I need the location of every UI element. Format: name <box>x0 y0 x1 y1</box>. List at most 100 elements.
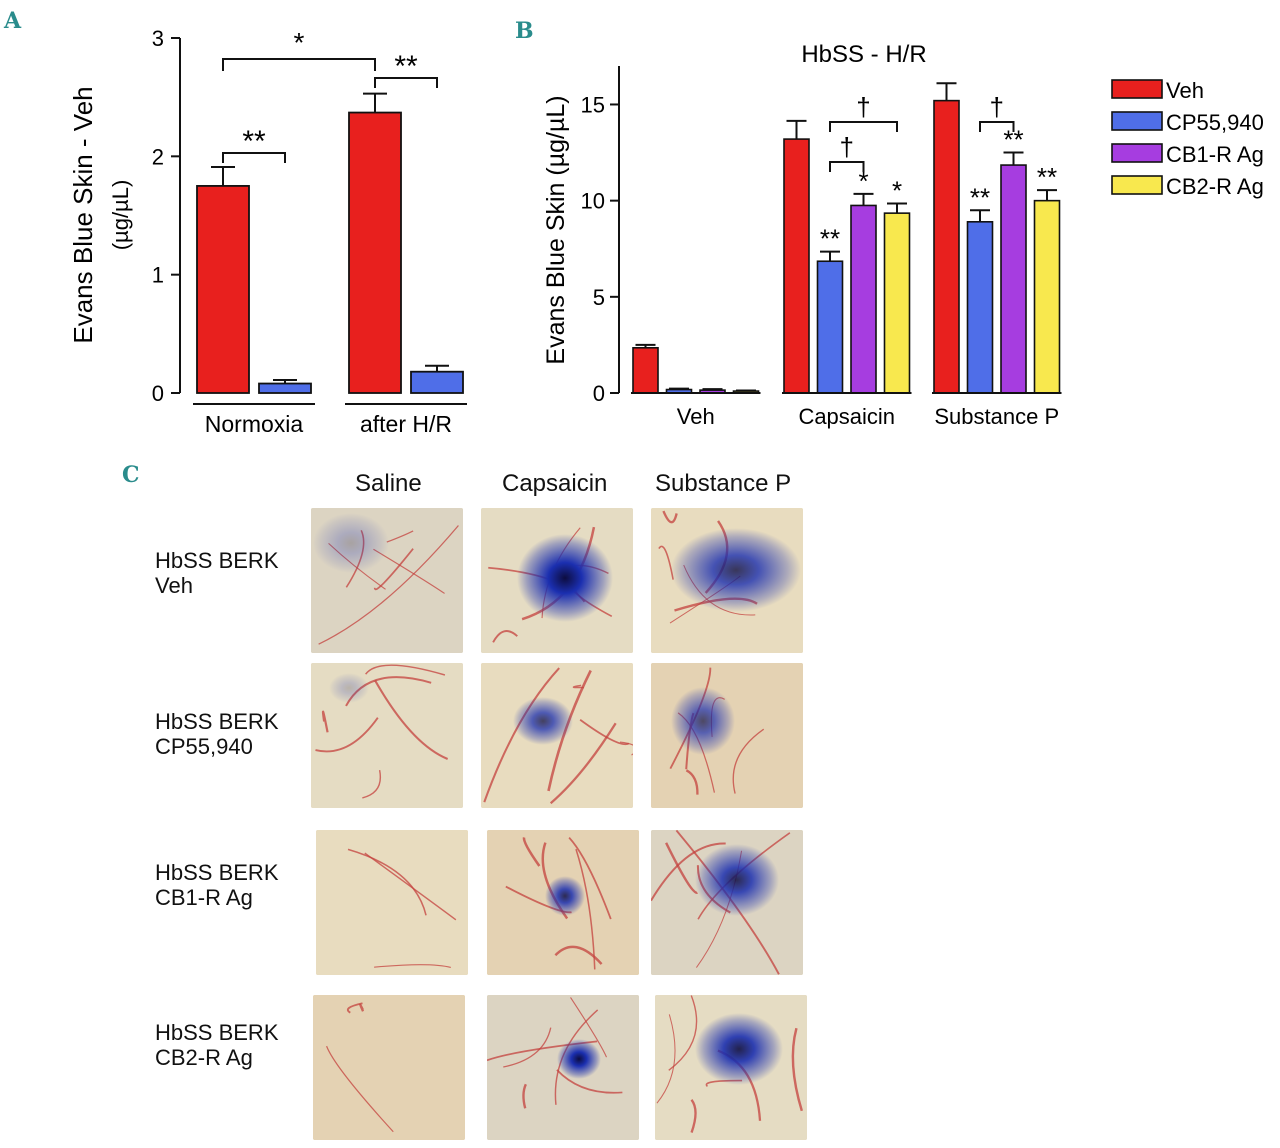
row-label-line2: CB1-R Ag <box>155 885 253 910</box>
row-label-veh: HbSS BERK Veh <box>155 548 279 598</box>
blood-vessel <box>386 530 414 543</box>
blood-vessel <box>570 997 608 1058</box>
bar-veh <box>196 185 250 394</box>
legend-swatch <box>1111 143 1163 163</box>
dye-spot <box>329 673 369 703</box>
skin-photo-image <box>487 995 639 1140</box>
skin-photo-row1-col2 <box>481 508 633 653</box>
skin-photo-row2-col2 <box>481 663 633 808</box>
dye-spot <box>557 1039 601 1079</box>
dagger-label: † <box>840 132 854 162</box>
significance-star: ** <box>1037 162 1057 192</box>
y-tick-label: 3 <box>152 26 164 51</box>
blood-vessel <box>685 769 699 795</box>
bar-cb1-r-ag <box>1000 164 1027 394</box>
blood-vessel <box>579 719 630 746</box>
bar-veh <box>632 346 659 394</box>
row-label-line2: Veh <box>155 573 193 598</box>
dye-spot <box>695 1013 783 1085</box>
blood-vessel <box>364 852 457 921</box>
y-tick-label: 10 <box>581 189 605 214</box>
dye-spot <box>671 528 801 612</box>
legend-swatch <box>1111 175 1163 195</box>
bar-cp55-940 <box>410 370 464 394</box>
blood-vessel <box>668 995 698 1071</box>
dye-spot <box>695 844 779 916</box>
column-header-saline: Saline <box>355 470 422 497</box>
blood-vessel <box>791 1027 804 1112</box>
blood-vessel <box>549 722 617 805</box>
row-label-line1: HbSS BERK <box>155 709 279 734</box>
bar-veh <box>348 111 402 394</box>
blood-vessel <box>373 548 414 591</box>
blood-vessel <box>362 769 382 799</box>
significance-bracket <box>829 161 865 172</box>
y-axis-unit: (µg/µL) <box>108 180 133 251</box>
blood-vessel <box>492 630 518 643</box>
panel-letter-c: C <box>122 462 140 488</box>
dye-spot <box>517 534 613 622</box>
legend-label: CP55,940 <box>1166 110 1264 135</box>
skin-photo-image <box>316 830 468 975</box>
x-tick-label: Capsaicin <box>798 404 895 429</box>
significance-bracket <box>829 121 898 132</box>
dye-spot <box>513 697 573 745</box>
row-label-cp55940: HbSS BERK CP55,940 <box>155 709 279 759</box>
skin-photo-row2-col1 <box>311 663 463 808</box>
skin-photo-image <box>651 508 803 653</box>
blood-vessel <box>656 1014 676 1104</box>
y-axis-label: Evans Blue Skin (µg/µL) <box>542 95 570 364</box>
blood-vessel <box>365 664 446 676</box>
skin-photo-row3-col2 <box>487 830 639 975</box>
skin-photo-row4-col3 <box>655 995 807 1140</box>
blood-vessel <box>374 679 449 760</box>
y-tick-label: 2 <box>152 144 164 169</box>
blood-vessel <box>326 1045 394 1133</box>
bar-veh <box>933 99 960 394</box>
significance-star: ** <box>970 182 990 212</box>
significance-star: ** <box>820 224 840 254</box>
blood-vessel <box>619 741 633 756</box>
dye-spot <box>545 876 585 916</box>
significance-star: * <box>858 166 868 196</box>
panel-letter-a: A <box>4 8 22 34</box>
panel-letter-b: B <box>515 18 534 44</box>
blood-vessel <box>318 525 459 645</box>
skin-photo-image <box>481 663 633 808</box>
significance-bracket <box>222 152 286 163</box>
legend-label: CB1-R Ag <box>1166 142 1264 167</box>
y-axis-label: Evans Blue Skin - Veh <box>68 86 98 343</box>
blood-vessel <box>359 1003 365 1012</box>
legend-label: Veh <box>1166 78 1204 103</box>
blood-vessel <box>651 842 726 902</box>
blood-vessel <box>503 1027 552 1068</box>
legend-label: CB2-R Ag <box>1166 174 1264 199</box>
significance-bracket <box>979 121 1015 132</box>
dye-spot <box>671 687 735 755</box>
bar-veh <box>783 138 810 394</box>
bar-cp55-940 <box>816 260 844 394</box>
skin-background <box>316 830 468 975</box>
dye-spot <box>313 513 389 573</box>
x-tick-label: after H/R <box>360 411 452 437</box>
row-label-line1: HbSS BERK <box>155 1020 279 1045</box>
chart-title: HbSS - H/R <box>801 41 926 68</box>
skin-photo-image <box>655 995 807 1140</box>
blood-vessel <box>346 1002 363 1014</box>
blood-vessel <box>732 728 765 794</box>
skin-photo-image <box>487 830 639 975</box>
blood-vessel <box>522 837 541 867</box>
blood-vessel <box>374 964 451 969</box>
skin-photo-image <box>311 508 463 653</box>
significance-label: ** <box>394 50 418 83</box>
legend-swatch <box>1111 111 1163 131</box>
chart-a: 0 1 2 3 Evans Blue Skin - Veh (µg/µL) Normoxia… <box>68 26 467 437</box>
y-tick-label: 0 <box>152 381 164 406</box>
chart-b: HbSS - H/R 0 5 10 15 Evans Blue Skin (µg/µL) V… <box>542 41 1264 429</box>
x-tick-label: Normoxia <box>205 411 304 437</box>
dagger-label: † <box>990 92 1004 122</box>
legend-swatch <box>1111 79 1163 99</box>
row-label-line2: CB2-R Ag <box>155 1045 253 1070</box>
significance-label: * <box>294 27 305 58</box>
y-tick-label: 15 <box>581 92 605 117</box>
